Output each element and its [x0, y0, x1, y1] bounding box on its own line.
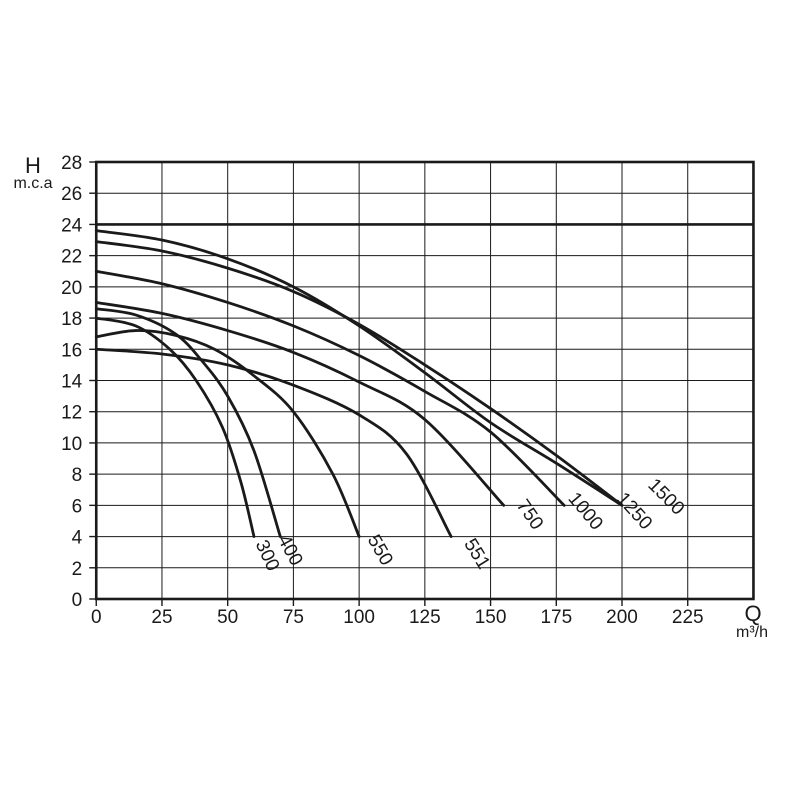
svg-text:750: 750 — [512, 496, 547, 534]
svg-text:12: 12 — [61, 403, 82, 424]
svg-text:16: 16 — [61, 340, 82, 361]
svg-text:125: 125 — [409, 607, 441, 628]
svg-text:18: 18 — [61, 309, 82, 330]
svg-text:28: 28 — [61, 153, 82, 174]
svg-text:175: 175 — [540, 607, 572, 628]
svg-text:225: 225 — [672, 607, 704, 628]
svg-text:0: 0 — [91, 607, 102, 628]
svg-text:0: 0 — [72, 590, 83, 611]
svg-text:150: 150 — [475, 607, 507, 628]
svg-text:8: 8 — [72, 465, 83, 486]
svg-text:75: 75 — [283, 607, 304, 628]
svg-text:100: 100 — [343, 607, 375, 628]
svg-text:24: 24 — [61, 215, 83, 236]
svg-text:200: 200 — [606, 607, 638, 628]
svg-text:6: 6 — [72, 496, 83, 517]
svg-text:20: 20 — [61, 278, 82, 299]
svg-text:10: 10 — [61, 434, 82, 455]
svg-text:2: 2 — [72, 559, 83, 580]
svg-text:50: 50 — [217, 607, 238, 628]
svg-text:14: 14 — [61, 372, 83, 393]
svg-text:22: 22 — [61, 247, 82, 268]
svg-text:25: 25 — [151, 607, 172, 628]
svg-text:4: 4 — [72, 528, 83, 549]
svg-text:1000: 1000 — [564, 489, 607, 535]
